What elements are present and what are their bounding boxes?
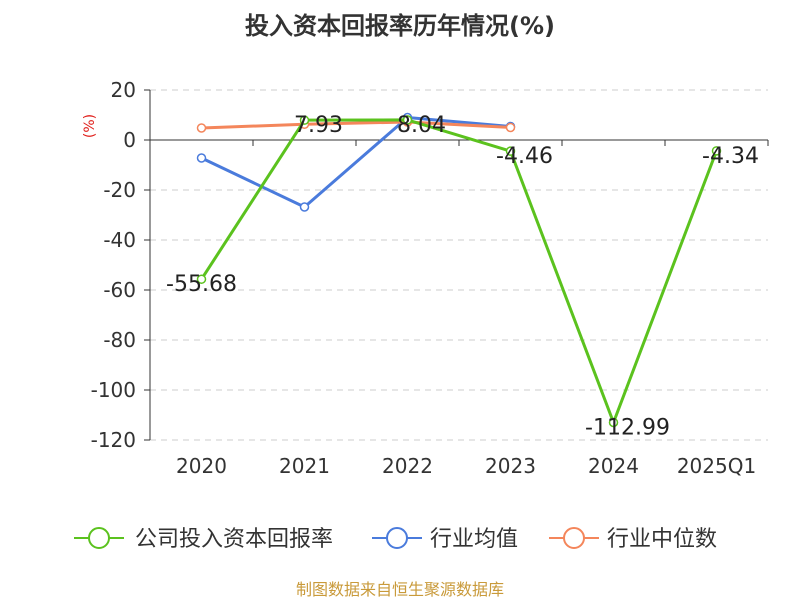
y-tick-label: -20 [103,178,136,202]
x-tick-label: 2024 [588,454,639,478]
y-tick-label: 20 [111,78,136,102]
source-text: 制图数据来自恒生聚源数据库 [296,580,504,599]
chart-title: 投入资本回报率历年情况(%) [245,12,555,40]
data-label: -55.68 [166,272,237,297]
legend-marker-0 [88,527,110,549]
x-tick-label: 2021 [279,454,330,478]
legend-label-1: 行业均值 [430,527,518,552]
data-label: 8.04 [397,113,446,138]
y-tick-label: 0 [123,128,136,152]
y-tick-label: -80 [103,328,136,352]
y-tick-label: -120 [91,428,136,452]
series-line-1 [200,116,511,209]
data-label: -4.34 [702,144,759,169]
data-point-0 [608,417,619,428]
data-label: -112.99 [585,415,670,440]
data-point-1 [196,153,207,163]
y-tick-label: -100 [91,378,136,402]
data-point-0 [402,115,413,125]
legend-label-0: 公司投入资本回报率 [135,527,333,552]
series-line-0 [200,118,718,424]
y-axis-label: (%) [82,114,98,138]
legend-marker-2 [563,527,585,549]
data-point-0 [299,115,310,125]
legend-label-2: 行业中位数 [607,527,717,552]
y-tick-label: -60 [103,278,136,302]
data-label: -4.46 [496,144,553,169]
series-line-2 [201,120,511,130]
x-tick-label: 2025Q1 [677,454,756,478]
legend-marker-1 [386,527,408,549]
data-point-2 [505,122,516,133]
data-point-2 [196,123,207,133]
x-tick-label: 2023 [485,454,536,478]
y-tick-label: -40 [103,228,136,252]
x-tick-label: 2020 [176,454,227,478]
data-point-0 [711,146,722,156]
data-point-0 [505,146,516,156]
x-tick-label: 2022 [382,454,433,478]
data-point-1 [299,202,310,212]
data-label: 7.93 [294,113,343,138]
data-point-0 [196,274,207,284]
